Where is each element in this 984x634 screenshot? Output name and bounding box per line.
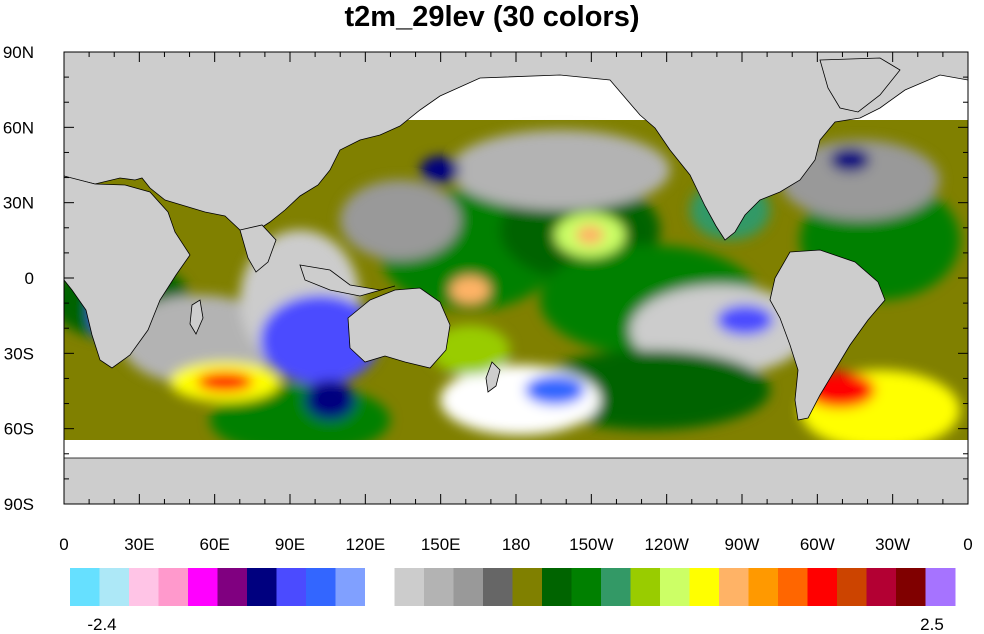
colorbar-swatch <box>99 568 130 606</box>
indonesia-land <box>299 264 396 297</box>
lat-label: 60S <box>4 420 34 439</box>
lon-label: 150E <box>421 535 461 554</box>
lat-label: 30S <box>4 344 34 363</box>
lon-label: 60W <box>800 535 835 554</box>
anomaly-blob <box>120 295 280 385</box>
colorbar-swatch <box>896 568 926 606</box>
sea-ice-band <box>64 440 968 458</box>
colorbar-swatch <box>306 568 336 606</box>
colorbar-swatch <box>335 568 366 606</box>
map-plot: 90N 60N 30N 0 30S 60S 90S 0 30E 60E 90E 120E 150E 18… <box>3 43 973 554</box>
anomaly-blob <box>576 225 604 245</box>
colorbar-swatch <box>778 568 808 606</box>
greenland-land <box>819 57 901 113</box>
colorbar-swatch <box>424 568 454 606</box>
africa-land <box>64 175 191 369</box>
colorbar-swatch <box>542 568 572 606</box>
anomaly-blob <box>197 372 253 392</box>
new-zealand-land <box>485 361 501 393</box>
colorbar-swatch <box>925 568 956 606</box>
colorbar-max-label: 2.5 <box>920 615 944 634</box>
colorbar-min-label: -2.4 <box>87 615 116 634</box>
lat-label: 30N <box>3 194 34 213</box>
anomaly-blob <box>450 276 490 304</box>
colorbar-swatch <box>837 568 867 606</box>
colorbar-swatch <box>512 568 543 606</box>
colorbar-swatch <box>689 568 720 606</box>
lon-label: 180 <box>502 535 530 554</box>
colorbar-swatch <box>365 568 395 606</box>
lat-label: 90S <box>4 495 34 514</box>
anomaly-blob <box>830 148 870 172</box>
colorbar-swatch <box>483 568 513 606</box>
antarctica-land <box>64 457 968 504</box>
colorbar-swatch <box>719 568 749 606</box>
colorbar-swatch <box>158 568 189 606</box>
colorbar-swatch <box>660 568 690 606</box>
colorbar-swatch <box>748 568 779 606</box>
map-title: t2m_29lev (30 colors) <box>344 1 640 33</box>
anomaly-blob <box>420 156 460 184</box>
anomaly-field <box>64 130 960 455</box>
india-land <box>239 224 277 273</box>
anomaly-blob <box>305 380 355 420</box>
anomaly-blob <box>340 180 460 260</box>
lon-label: 90E <box>275 535 305 554</box>
colorbar-swatch <box>129 568 159 606</box>
madagascar-land <box>189 299 204 335</box>
colorbar-swatch <box>247 568 277 606</box>
colorbar-swatch <box>276 568 307 606</box>
lon-label: 90W <box>725 535 760 554</box>
anomaly-blob <box>450 130 670 210</box>
lat-label: 90N <box>3 43 34 62</box>
australia-land <box>347 287 451 369</box>
lon-label: 0 <box>59 535 68 554</box>
lon-label: 120E <box>345 535 385 554</box>
south-america-land <box>769 249 886 421</box>
lat-label: 60N <box>3 118 34 137</box>
anomaly-blob <box>525 375 585 405</box>
lon-label: 120W <box>644 535 688 554</box>
colorbar-swatch <box>70 568 100 606</box>
anomaly-blob <box>717 305 773 335</box>
colorbar-swatch <box>571 568 602 606</box>
lon-label: 30E <box>124 535 154 554</box>
north-america-land <box>64 52 968 241</box>
lon-label: 0 <box>963 535 972 554</box>
colorbar-swatch <box>394 568 425 606</box>
lat-label: 0 <box>25 269 34 288</box>
colorbar-swatch <box>601 568 631 606</box>
colorbar-swatch <box>630 568 661 606</box>
colorbar-swatch <box>866 568 897 606</box>
colorbar-swatch <box>217 568 248 606</box>
colorbar-swatch <box>453 568 484 606</box>
lon-label: 150W <box>569 535 613 554</box>
anomaly-blob <box>430 325 510 375</box>
colorbar-swatch <box>807 568 838 606</box>
colorbar: -2.4 2.5 <box>70 568 956 634</box>
anomaly-blob <box>780 140 940 220</box>
lon-label: 60E <box>200 535 230 554</box>
colorbar-swatch <box>188 568 218 606</box>
lon-label: 30W <box>875 535 910 554</box>
continents <box>64 52 968 504</box>
